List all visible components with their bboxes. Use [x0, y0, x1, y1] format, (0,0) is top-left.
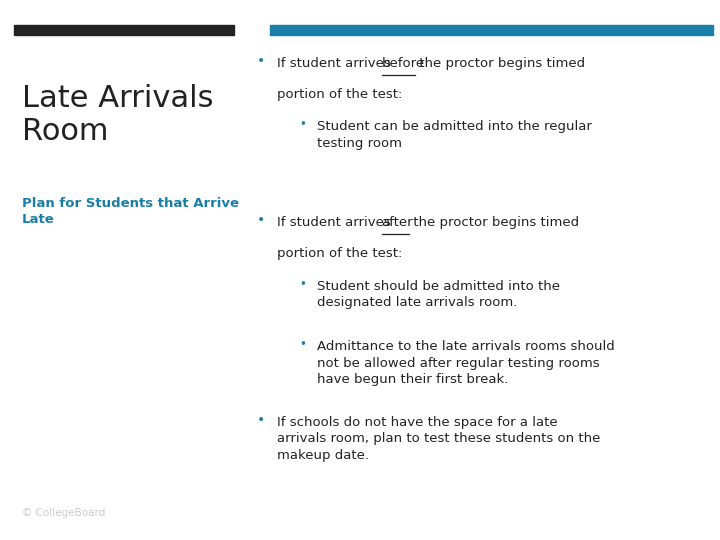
Bar — [14, 25, 234, 35]
Text: Plan for Students that Arrive
Late: Plan for Students that Arrive Late — [22, 197, 238, 226]
Text: before: before — [382, 57, 425, 70]
Text: •: • — [257, 54, 265, 68]
Text: Student can be admitted into the regular
testing room: Student can be admitted into the regular… — [317, 120, 592, 150]
Text: Student should be admitted into the
designated late arrivals room.: Student should be admitted into the desi… — [317, 280, 560, 309]
Text: © CollegeBoard: © CollegeBoard — [22, 508, 105, 518]
Text: after: after — [382, 216, 413, 229]
Text: If student arrives: If student arrives — [277, 57, 395, 70]
Text: •: • — [257, 413, 265, 427]
Text: •: • — [299, 118, 306, 131]
Text: the proctor begins timed: the proctor begins timed — [415, 57, 585, 70]
Text: portion of the test:: portion of the test: — [277, 88, 402, 101]
Text: •: • — [299, 338, 306, 351]
Text: Admittance to the late arrivals rooms should
not be allowed after regular testin: Admittance to the late arrivals rooms sh… — [317, 340, 615, 386]
Text: portion of the test:: portion of the test: — [277, 247, 402, 260]
Text: If schools do not have the space for a late
arrivals room, plan to test these st: If schools do not have the space for a l… — [277, 416, 600, 462]
Text: Late Arrivals
Room: Late Arrivals Room — [22, 84, 213, 146]
Text: If student arrives: If student arrives — [277, 216, 395, 229]
Text: •: • — [299, 278, 306, 291]
Text: the proctor begins timed: the proctor begins timed — [409, 216, 580, 229]
Bar — [270, 25, 713, 35]
Text: •: • — [257, 213, 265, 227]
